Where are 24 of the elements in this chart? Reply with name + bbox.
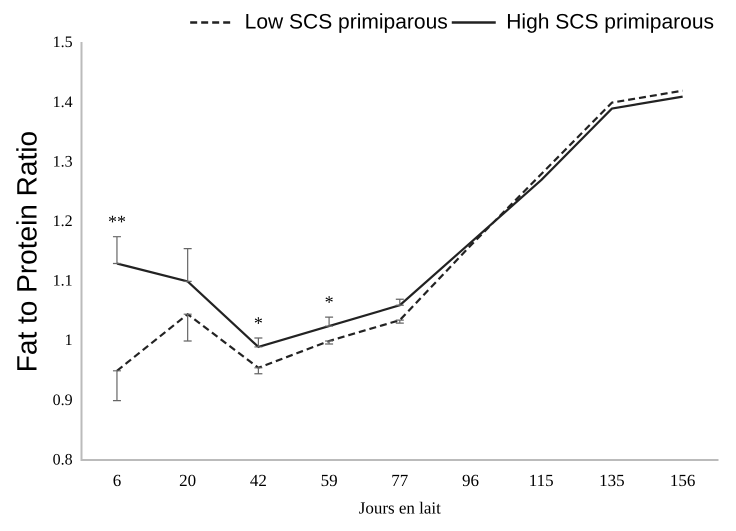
x-tick-label: 77 — [391, 470, 409, 490]
legend-label: High SCS primiparous — [506, 10, 714, 34]
annotation: * — [324, 292, 334, 312]
y-tick-label: 0.8 — [52, 451, 73, 468]
y-tick-label: 1.2 — [52, 213, 73, 230]
x-tick-label: 115 — [528, 470, 554, 490]
x-tick-label: 59 — [320, 470, 338, 490]
x-tick-label: 96 — [462, 470, 480, 490]
y-tick-label: 0.9 — [52, 392, 73, 409]
y-tick-label: 1.1 — [52, 272, 73, 290]
x-tick-label: 6 — [112, 470, 122, 490]
y-axis-title: Fat to Protein Ratio — [12, 130, 43, 372]
y-tick-label: 1 — [64, 332, 73, 350]
y-tick-label: 1.4 — [52, 94, 73, 111]
x-tick-label: 20 — [179, 470, 196, 490]
y-tick-label: 1.5 — [52, 34, 73, 52]
x-axis-title: Jours en lait — [358, 498, 442, 518]
annotation: * — [254, 312, 263, 333]
x-tick-label: 42 — [250, 470, 267, 490]
y-tick-label: 1.3 — [52, 153, 73, 170]
annotation: ** — [108, 211, 126, 232]
legend-label: Low SCS primiparous — [244, 10, 448, 34]
x-tick-label: 156 — [670, 470, 696, 490]
x-tick-label: 135 — [599, 470, 625, 490]
